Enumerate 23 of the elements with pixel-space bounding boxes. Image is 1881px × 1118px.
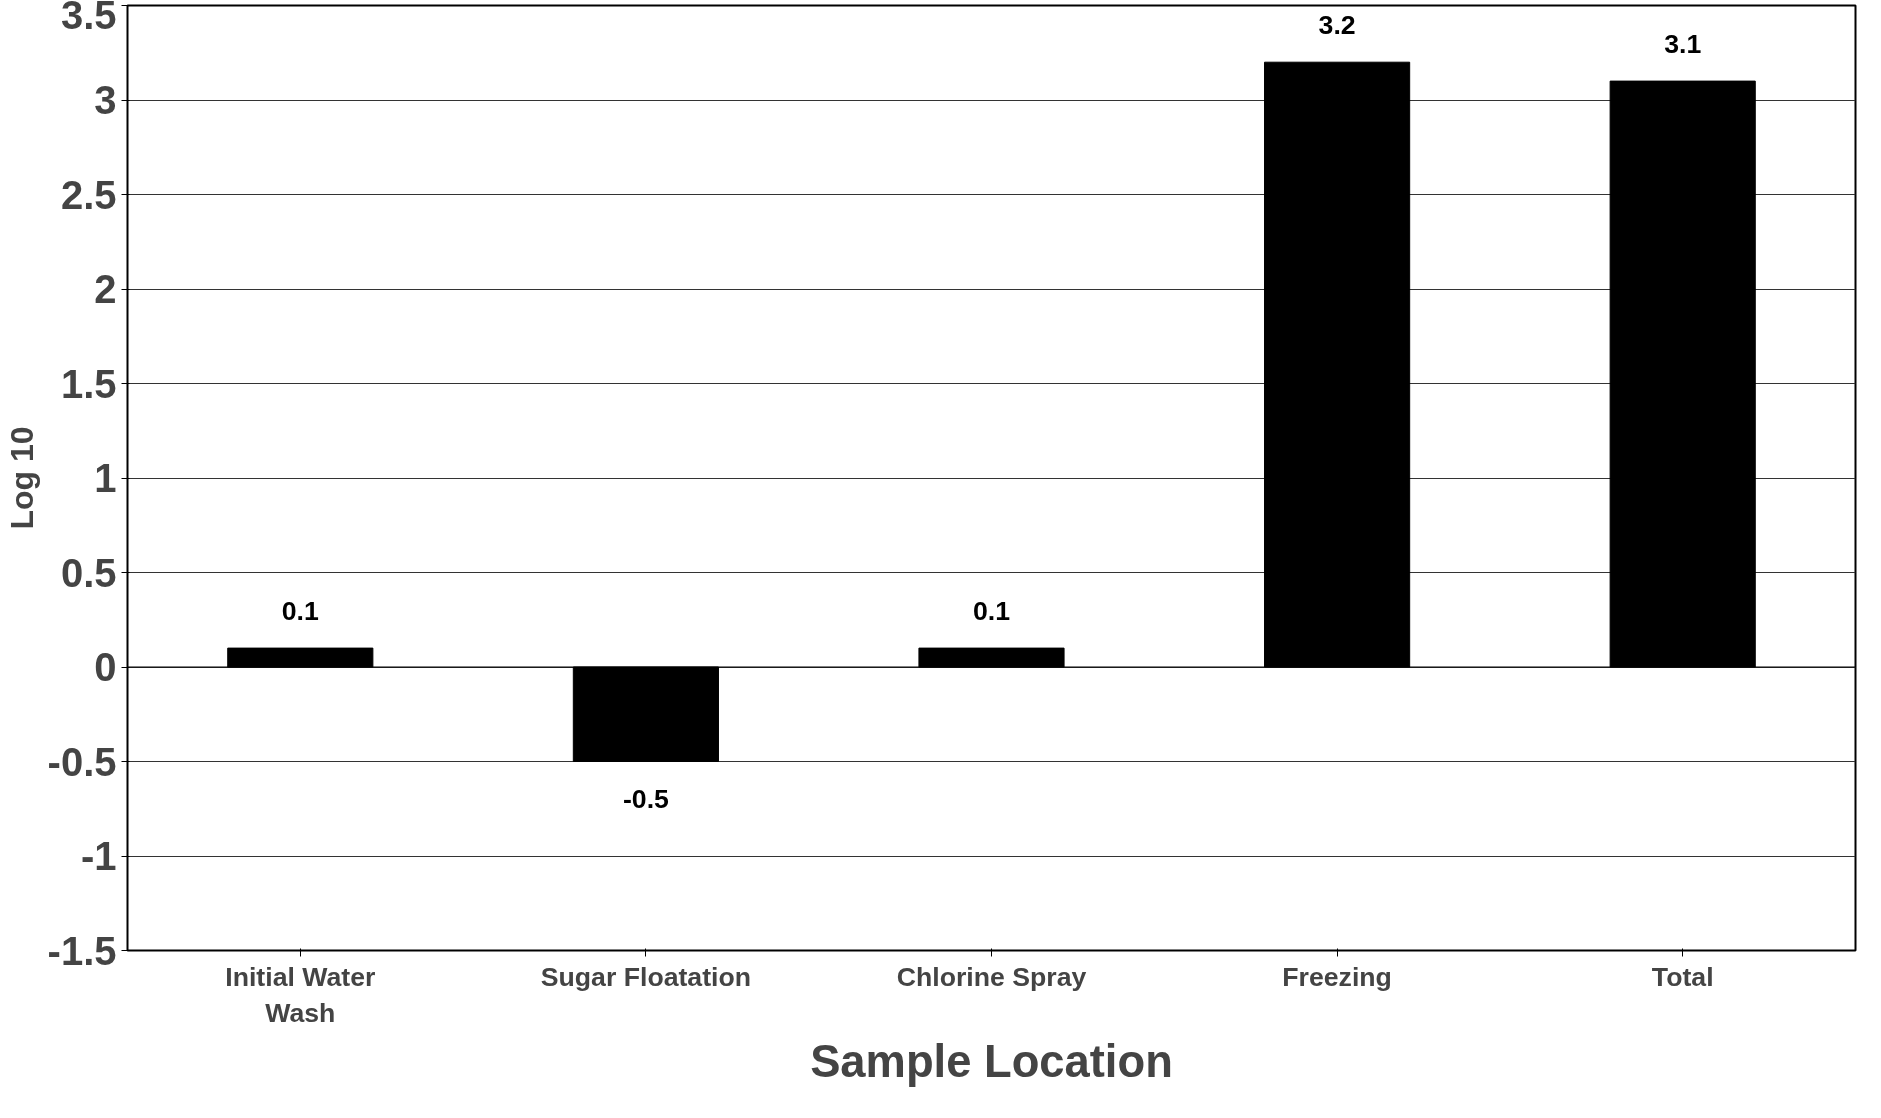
y-tick-label: 2.5 (60, 172, 117, 217)
y-tick-label: 3.5 (60, 0, 117, 37)
x-tick-label: Initial Water Wash (225, 961, 376, 1028)
y-tick-label: -1.5 (47, 928, 117, 973)
y-axis-title: Log 10 (3, 426, 40, 530)
data-label: 3.2 (1318, 9, 1356, 40)
data-label: 3.1 (1664, 28, 1702, 59)
y-tick-label: 3 (94, 78, 117, 122)
data-label: -0.5 (622, 783, 670, 814)
y-tick-label: 0.5 (60, 550, 117, 595)
x-tick-label: Freezing (1282, 961, 1392, 992)
data-label: 0.1 (972, 595, 1011, 626)
data-label: 0.1 (281, 595, 319, 626)
y-tick-label: -1 (80, 834, 117, 878)
y-tick-label: 1 (94, 456, 117, 500)
x-tick-label: Sugar Floatation (540, 961, 752, 992)
y-tick-label: -0.5 (47, 739, 117, 784)
y-tick-label: 1.5 (60, 361, 117, 406)
x-tick-label: Total (1651, 961, 1714, 992)
y-tick-label: 0 (94, 645, 117, 689)
x-tick-label: Chlorine Spray (896, 961, 1087, 992)
x-axis-title: Sample Location (810, 1035, 1173, 1087)
y-tick-label: 2 (94, 267, 117, 311)
